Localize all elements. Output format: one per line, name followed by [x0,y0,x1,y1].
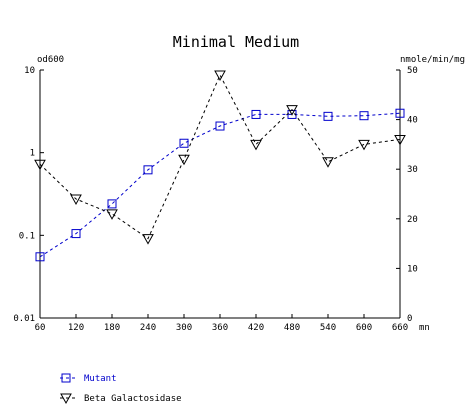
left-tick-label: 1 [30,149,35,159]
data-point [251,109,261,119]
data-point [142,234,154,245]
x-tick-label: 480 [284,323,300,333]
y-right-axis-label: nmole/min/mg [400,55,465,65]
data-point [394,134,406,146]
x-tick-label: 600 [356,323,372,333]
legend: Mutant Beta Galactosidase [60,373,182,405]
right-tick-label: 10 [407,264,418,274]
x-tick-label: 540 [320,323,336,333]
left-axis-ticks: 10 1 0.1 0.01 [13,66,44,324]
x-tick-label: 240 [140,323,156,333]
series-line [39,73,401,240]
right-tick-label: 40 [407,116,418,126]
x-tick-label: 180 [104,323,120,333]
data-point [359,111,369,121]
data-point [215,121,225,131]
left-tick-label: 0.01 [13,314,35,324]
data-point [358,139,370,151]
legend-label: Mutant [84,374,117,384]
legend-label: Beta Galactosidase [84,394,182,404]
x-tick-label: 300 [176,323,192,333]
legend-marker [61,373,71,383]
right-tick-label: 50 [407,66,418,76]
chart-title: Minimal Medium [173,33,299,51]
data-point [286,105,298,116]
series-beta-galactosidase [34,70,406,245]
right-tick-label: 30 [407,165,418,175]
data-point [214,70,226,81]
x-tick-label: 660 [392,323,408,333]
x-tick-label: 60 [35,323,46,333]
data-point [179,138,189,148]
data-point [322,157,334,168]
left-tick-label: 10 [24,66,35,76]
data-point [34,159,46,171]
x-tick-label: 360 [212,323,228,333]
x-tick-label: 120 [68,323,84,333]
data-point [106,209,118,220]
series-line [39,112,401,258]
x-tick-label: 420 [248,323,264,333]
right-axis-ticks: 50 40 30 20 10 0 [396,66,418,324]
data-point [395,108,405,118]
data-point [35,252,45,262]
data-point [323,111,333,121]
left-tick-label: 0.1 [19,231,35,241]
data-point [71,229,81,239]
data-point [250,139,262,151]
x-axis-unit: mn [419,323,430,333]
data-point [107,199,117,209]
data-point [143,165,153,175]
data-point [178,154,190,166]
x-axis-ticks: 60 120 180 240 300 360 420 480 540 600 660 [35,314,408,333]
right-tick-label: 0 [407,314,412,324]
legend-marker [60,393,72,405]
right-tick-label: 20 [407,215,418,225]
y-left-axis-label: od600 [37,55,64,65]
plot-area [34,70,406,262]
series-mutant [35,108,405,262]
data-point [70,194,82,205]
